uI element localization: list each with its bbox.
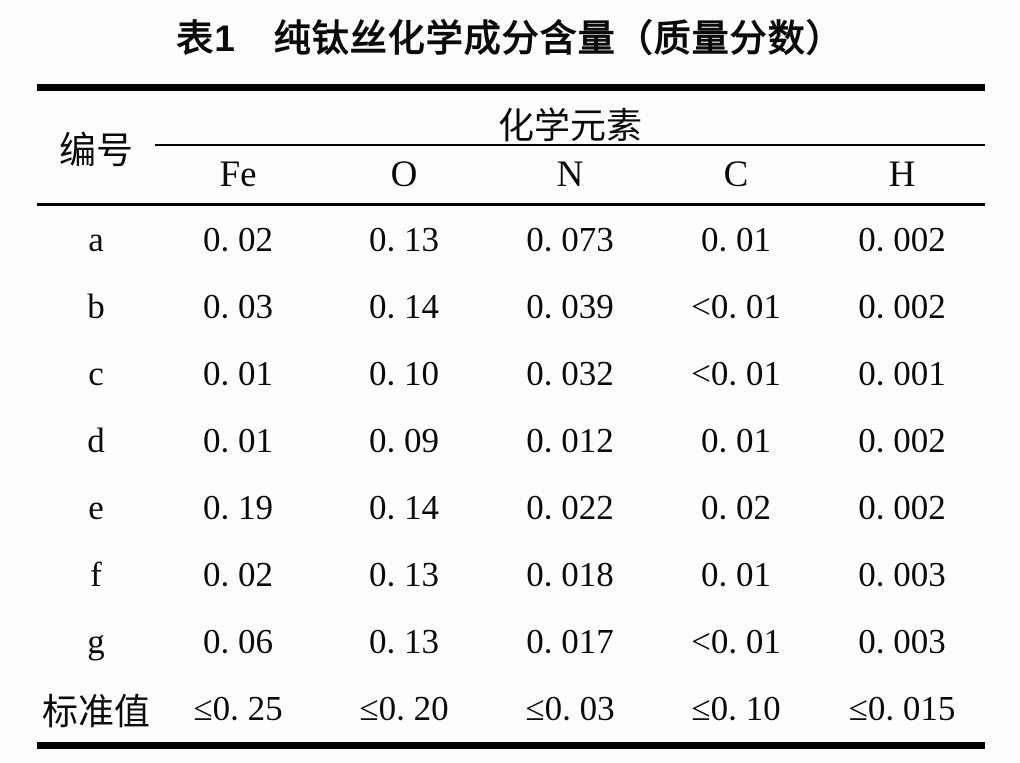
row-id: g xyxy=(87,621,105,661)
cell-fe: 0. 01 xyxy=(203,353,273,393)
table-header: 编号 化学元素 Fe O N C H xyxy=(37,91,985,206)
cell-n: ≤0. 03 xyxy=(525,688,615,728)
cell-n: 0. 012 xyxy=(526,420,614,460)
cell-o: 0. 13 xyxy=(369,621,439,661)
col-header-c: C xyxy=(723,154,749,195)
cell-o: 0. 14 xyxy=(369,487,439,527)
table-row: d 0. 01 0. 09 0. 012 0. 01 0. 002 xyxy=(37,407,985,474)
cell-o: 0. 09 xyxy=(369,420,439,460)
table-row-standard-value: 标准值 ≤0. 25 ≤0. 20 ≤0. 03 ≤0. 10 ≤0. 015 xyxy=(37,675,985,742)
row-id: c xyxy=(88,353,104,393)
cell-c: 0. 01 xyxy=(701,420,771,460)
cell-c: 0. 01 xyxy=(701,219,771,259)
cell-h: 0. 003 xyxy=(858,621,946,661)
table-row: a 0. 02 0. 13 0. 073 0. 01 0. 002 xyxy=(37,206,985,273)
cell-o: ≤0. 20 xyxy=(359,688,449,728)
cell-fe: 0. 19 xyxy=(203,487,273,527)
cell-h: ≤0. 015 xyxy=(848,688,956,728)
col-header-o: O xyxy=(390,154,418,195)
cell-n: 0. 032 xyxy=(526,353,614,393)
cell-fe: 0. 02 xyxy=(203,219,273,259)
cell-fe: 0. 06 xyxy=(203,621,273,661)
cell-o: 0. 13 xyxy=(369,219,439,259)
row-id: d xyxy=(87,420,105,460)
col-group-header-elements: 化学元素 xyxy=(155,91,985,146)
table-row: e 0. 19 0. 14 0. 022 0. 02 0. 002 xyxy=(37,474,985,541)
cell-c: 0. 02 xyxy=(701,487,771,527)
cell-fe: 0. 02 xyxy=(203,554,273,594)
row-id: 标准值 xyxy=(41,690,150,732)
cell-n: 0. 022 xyxy=(526,487,614,527)
cell-fe: 0. 03 xyxy=(203,286,273,326)
cell-o: 0. 13 xyxy=(369,554,439,594)
cell-n: 0. 073 xyxy=(526,219,614,259)
col-header-n: N xyxy=(556,154,584,195)
composition-table: 编号 化学元素 Fe O N C H a 0. 02 0. 13 0. 073 … xyxy=(37,84,985,749)
cell-h: 0. 001 xyxy=(858,353,946,393)
cell-c: <0. 01 xyxy=(691,353,781,393)
cell-n: 0. 017 xyxy=(526,621,614,661)
col-header-id: 编号 xyxy=(59,130,133,171)
table-row: b 0. 03 0. 14 0. 039 <0. 01 0. 002 xyxy=(37,273,985,340)
cell-h: 0. 002 xyxy=(858,487,946,527)
table-row: c 0. 01 0. 10 0. 032 <0. 01 0. 001 xyxy=(37,340,985,407)
col-header-fe: Fe xyxy=(219,154,257,195)
cell-h: 0. 003 xyxy=(858,554,946,594)
cell-o: 0. 10 xyxy=(369,353,439,393)
cell-fe: ≤0. 25 xyxy=(193,688,283,728)
cell-o: 0. 14 xyxy=(369,286,439,326)
cell-c: <0. 01 xyxy=(691,621,781,661)
row-id: b xyxy=(87,286,105,326)
cell-fe: 0. 01 xyxy=(203,420,273,460)
cell-h: 0. 002 xyxy=(858,219,946,259)
table-caption: 表1 纯钛丝化学成分含量（质量分数） xyxy=(176,18,844,59)
table-row: g 0. 06 0. 13 0. 017 <0. 01 0. 003 xyxy=(37,608,985,675)
row-id: a xyxy=(88,219,104,259)
cell-n: 0. 039 xyxy=(526,286,614,326)
row-id: e xyxy=(88,487,104,527)
table-row: f 0. 02 0. 13 0. 018 0. 01 0. 003 xyxy=(37,541,985,608)
cell-c: 0. 01 xyxy=(701,554,771,594)
row-id: f xyxy=(90,554,102,594)
cell-h: 0. 002 xyxy=(858,286,946,326)
cell-c: ≤0. 10 xyxy=(691,688,781,728)
cell-c: <0. 01 xyxy=(691,286,781,326)
cell-n: 0. 018 xyxy=(526,554,614,594)
cell-h: 0. 002 xyxy=(858,420,946,460)
col-header-h: H xyxy=(888,154,916,195)
